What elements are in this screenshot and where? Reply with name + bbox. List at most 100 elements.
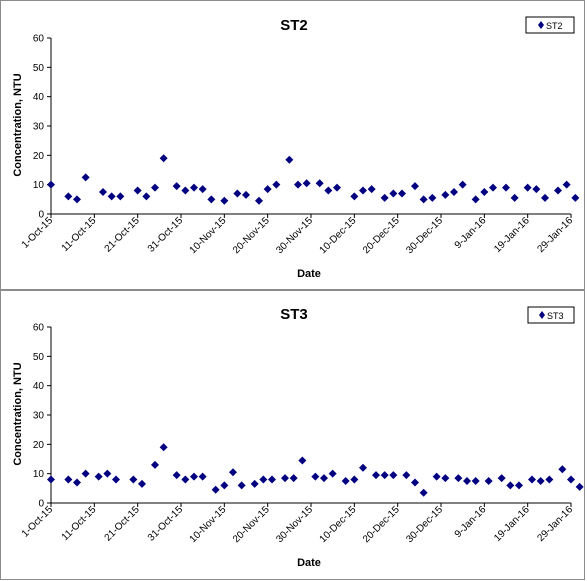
- data-point: [341, 477, 350, 485]
- data-point: [229, 468, 237, 477]
- data-point: [454, 474, 463, 483]
- data-point: [285, 155, 294, 164]
- data-point: [515, 481, 523, 490]
- chart-panel-st3: ST3 Concentration, NTU Date ST3 0 10 20 30 4…: [0, 290, 585, 580]
- data-point: [151, 460, 159, 469]
- data-point: [333, 183, 341, 192]
- x-tick-label: 9-Jan-16: [453, 215, 489, 251]
- chart-title: ST2: [280, 17, 308, 34]
- data-point: [510, 193, 519, 202]
- data-point: [562, 180, 571, 189]
- data-point: [419, 195, 428, 204]
- data-point: [441, 190, 450, 199]
- data-point: [47, 180, 55, 189]
- x-tick-label: 10-Dec-15: [318, 504, 359, 545]
- data-point: [190, 183, 198, 192]
- x-tick-label: 20-Dec-15: [361, 215, 402, 256]
- y-tick-label: 10: [33, 180, 45, 191]
- data-point: [198, 472, 207, 481]
- data-point: [463, 477, 471, 485]
- data-point: [159, 154, 168, 163]
- data-point: [198, 185, 207, 194]
- data-point: [571, 193, 580, 202]
- data-point: [575, 482, 584, 491]
- data-point: [380, 471, 389, 480]
- data-point: [389, 471, 398, 480]
- data-point: [138, 479, 146, 488]
- data-point: [272, 180, 281, 189]
- y-axis-label: Concentration, NTU: [12, 73, 24, 176]
- data-point: [298, 456, 307, 465]
- x-tick-label: 30-Dec-15: [404, 215, 445, 256]
- data-point: [428, 193, 437, 202]
- x-tick-label: 20-Dec-15: [361, 504, 402, 545]
- x-tick-label: 30-Dec-15: [404, 504, 445, 545]
- data-point: [190, 472, 198, 481]
- x-tick-label: 11-Oct-15: [60, 504, 99, 543]
- data-point: [441, 474, 450, 483]
- data-point: [554, 186, 562, 195]
- y-tick-label: 30: [33, 411, 45, 422]
- legend-marker: [538, 21, 544, 29]
- data-point: [94, 472, 103, 481]
- chart-st3: ST3 Concentration, NTU Date ST3 0 10 20 30 4…: [12, 306, 584, 569]
- data-point: [372, 471, 380, 480]
- x-tick-label: 21-Oct-15: [103, 215, 143, 255]
- data-point: [328, 469, 337, 478]
- data-point: [237, 481, 246, 490]
- data-point: [402, 471, 411, 480]
- data-point: [172, 471, 181, 480]
- data-point: [133, 186, 142, 195]
- data-point: [541, 193, 549, 202]
- data-point: [220, 481, 229, 490]
- y-tick-label: 40: [33, 92, 45, 103]
- data-point: [73, 478, 81, 487]
- data-point: [103, 469, 112, 478]
- data-point: [315, 179, 324, 188]
- data-point: [242, 190, 250, 199]
- data-point: [359, 186, 367, 195]
- data-point: [320, 474, 328, 483]
- chart-title: ST3: [280, 306, 308, 323]
- data-point: [380, 193, 389, 202]
- legend: ST2: [525, 16, 575, 34]
- data-point: [181, 186, 190, 195]
- data-point: [411, 182, 419, 191]
- y-tick-label: 10: [33, 469, 45, 480]
- data-point: [81, 469, 90, 478]
- data-point: [450, 188, 458, 196]
- x-tick-label: 31-Oct-15: [146, 215, 186, 255]
- legend-label: ST2: [546, 21, 563, 31]
- y-tick-label: 60: [33, 323, 45, 334]
- data-point: [255, 196, 263, 205]
- data-point: [220, 196, 229, 205]
- legend-marker: [539, 311, 545, 319]
- data-point: [259, 475, 268, 484]
- data-point: [506, 481, 515, 490]
- x-tick-label: 20-Nov-15: [231, 504, 272, 545]
- data-point: [151, 183, 159, 192]
- data-point: [116, 192, 125, 201]
- data-point: [47, 475, 55, 484]
- data-point: [281, 474, 289, 483]
- y-tick-label: 60: [33, 34, 45, 45]
- x-tick-label: 19-Jan-16: [492, 504, 532, 544]
- data-point: [294, 180, 302, 189]
- y-tick-label: 20: [33, 151, 45, 162]
- data-point: [558, 465, 567, 474]
- y-tick-label: 0: [38, 499, 44, 510]
- data-point: [302, 179, 311, 188]
- data-point: [350, 192, 359, 201]
- data-point: [359, 463, 367, 472]
- y-tick-label: 0: [38, 210, 44, 221]
- data-point: [480, 188, 489, 196]
- data-point: [389, 189, 398, 198]
- data-point: [73, 195, 81, 204]
- x-tick-label: 20-Nov-15: [231, 215, 272, 256]
- legend-box: [527, 306, 575, 324]
- x-axis-label: Date: [297, 268, 321, 280]
- x-tick-label: 30-Nov-15: [274, 215, 315, 256]
- x-tick-label: 9-Jan-16: [453, 504, 489, 540]
- legend: ST3: [527, 306, 575, 324]
- data-point: [263, 185, 272, 194]
